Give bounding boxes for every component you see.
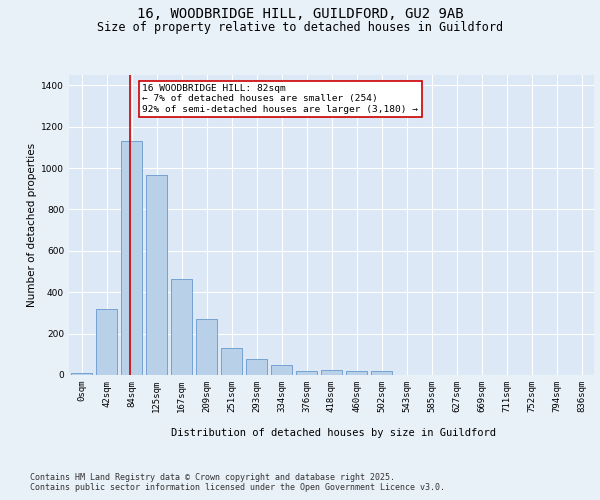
Bar (246, 360, 267, 375)
Text: Size of property relative to detached houses in Guildford: Size of property relative to detached ho… (97, 22, 503, 35)
Bar (221, 348, 242, 375)
Bar (96, 309, 117, 375)
Text: Contains HM Land Registry data © Crown copyright and database right 2025.
Contai: Contains HM Land Registry data © Crown c… (30, 472, 445, 492)
Bar (321, 370, 342, 375)
Bar (121, 141, 142, 375)
Bar (171, 279, 192, 375)
Text: 16, WOODBRIDGE HILL, GUILDFORD, GU2 9AB: 16, WOODBRIDGE HILL, GUILDFORD, GU2 9AB (137, 8, 463, 22)
Y-axis label: Number of detached properties: Number of detached properties (27, 143, 37, 307)
Bar (146, 176, 167, 375)
Bar (346, 371, 367, 375)
Bar (196, 319, 217, 375)
Bar (271, 365, 292, 375)
Bar (71, 374, 92, 375)
Text: 16 WOODBRIDGE HILL: 82sqm
← 7% of detached houses are smaller (254)
92% of semi-: 16 WOODBRIDGE HILL: 82sqm ← 7% of detach… (143, 84, 419, 114)
Text: Distribution of detached houses by size in Guildford: Distribution of detached houses by size … (170, 428, 496, 438)
Bar (296, 371, 317, 375)
Bar (371, 372, 392, 375)
